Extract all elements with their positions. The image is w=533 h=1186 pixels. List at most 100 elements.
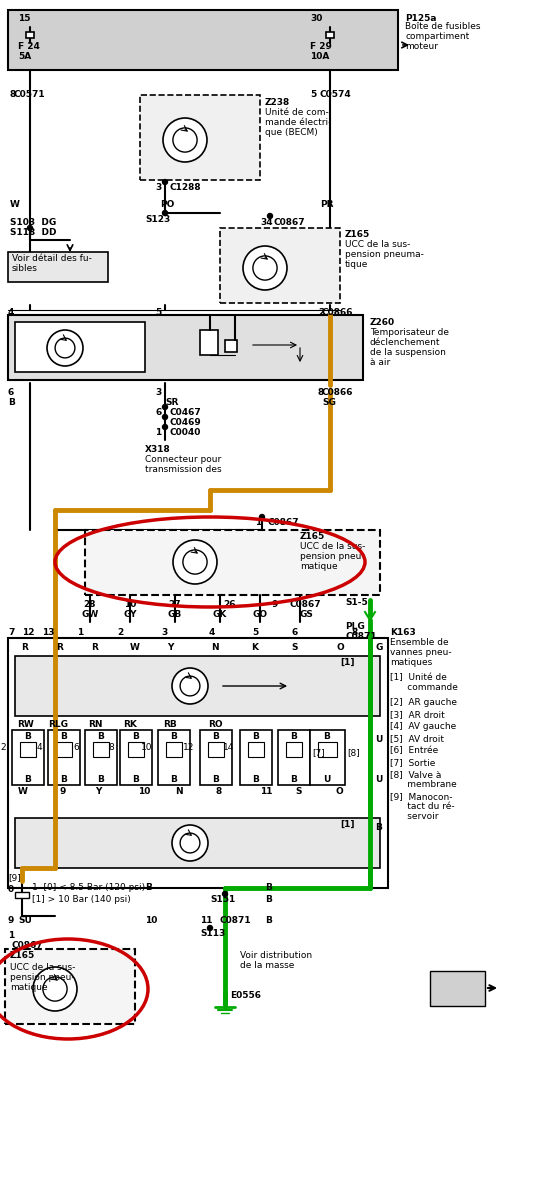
Text: transmission des: transmission des [145, 465, 222, 474]
Text: Voir distribution: Voir distribution [240, 951, 312, 959]
Bar [20, 742, 36, 757]
Text: 14: 14 [223, 744, 234, 752]
Text: F 24: F 24 [18, 42, 40, 51]
Circle shape [207, 925, 213, 931]
Text: R: R [56, 643, 63, 652]
Text: C1288: C1288 [170, 183, 201, 192]
Text: N: N [211, 643, 219, 652]
Text: B: B [25, 774, 31, 784]
Text: pension pneu-: pension pneu- [300, 551, 365, 561]
Text: S1-5: S1-5 [345, 598, 368, 607]
Text: 3: 3 [155, 183, 161, 192]
Text: Unité de com-: Unité de com- [265, 108, 329, 117]
Text: Boîte de fusibles: Boîte de fusibles [405, 23, 481, 31]
Text: GW: GW [82, 610, 99, 619]
Text: C0571: C0571 [14, 90, 46, 98]
Circle shape [243, 246, 287, 291]
Text: SR: SR [165, 398, 179, 407]
Text: 11: 11 [200, 916, 213, 925]
Text: Z165: Z165 [345, 230, 370, 240]
Bar [5, 949, 135, 1024]
Text: 5: 5 [252, 629, 258, 637]
Bar [15, 656, 380, 716]
Text: commande: commande [390, 683, 458, 691]
Text: GK: GK [213, 610, 227, 619]
Bar [8, 638, 388, 888]
Bar [200, 731, 232, 785]
Bar [318, 742, 337, 757]
Text: déclenchement: déclenchement [370, 338, 440, 347]
Text: [9]  Manocon-: [9] Manocon- [390, 792, 453, 801]
Text: S118  DD: S118 DD [10, 228, 56, 237]
Text: matique: matique [300, 562, 337, 570]
Bar [8, 9, 398, 70]
Text: N: N [175, 788, 183, 796]
Text: Z165: Z165 [10, 951, 35, 959]
Text: [1]: [1] [341, 820, 355, 829]
Bar [248, 742, 264, 757]
Text: P125a: P125a [405, 14, 437, 23]
Text: B: B [61, 774, 68, 784]
Text: 1  [0] < 8.5 Bar (120 psi): 1 [0] < 8.5 Bar (120 psi) [32, 884, 145, 892]
Text: 28: 28 [84, 600, 96, 608]
Text: B: B [98, 732, 104, 741]
Bar [158, 731, 190, 785]
Text: B: B [145, 884, 152, 892]
Text: [7]: [7] [312, 748, 325, 757]
Text: B: B [213, 774, 220, 784]
Text: 10A: 10A [310, 52, 329, 60]
Bar [12, 731, 44, 785]
Text: W: W [130, 643, 140, 652]
Text: UCC de la sus-: UCC de la sus- [10, 963, 75, 973]
Text: 3: 3 [155, 388, 161, 397]
Bar [120, 731, 152, 785]
Circle shape [163, 179, 167, 185]
Text: 15: 15 [18, 14, 30, 23]
Bar [240, 731, 272, 785]
Text: UCC de la sus-: UCC de la sus- [300, 542, 366, 551]
Text: Temporisateur de: Temporisateur de [370, 329, 449, 337]
Text: membrane: membrane [390, 780, 457, 789]
Text: K: K [252, 643, 259, 652]
Bar [93, 742, 109, 757]
Text: que (BECM): que (BECM) [265, 128, 318, 138]
Text: U: U [375, 735, 382, 744]
Text: 1: 1 [155, 428, 161, 436]
Text: U: U [375, 774, 382, 784]
Bar [278, 731, 310, 785]
Bar [208, 742, 224, 757]
Text: C0040: C0040 [170, 428, 201, 436]
Text: SU: SU [18, 916, 32, 925]
Text: B: B [290, 774, 297, 784]
Text: 6: 6 [292, 629, 298, 637]
Text: RK: RK [123, 720, 137, 729]
Text: tique: tique [345, 260, 368, 269]
Text: servoir: servoir [390, 812, 439, 821]
Text: 13: 13 [42, 629, 54, 637]
Text: 4: 4 [209, 629, 215, 637]
Text: 12: 12 [22, 629, 35, 637]
Text: B: B [98, 774, 104, 784]
Circle shape [163, 210, 167, 216]
Text: Y: Y [95, 788, 101, 796]
Text: U: U [324, 774, 330, 784]
Text: 5A: 5A [18, 52, 31, 60]
Text: GY: GY [123, 610, 137, 619]
Text: Z238: Z238 [265, 98, 290, 107]
Text: Z260: Z260 [370, 318, 395, 327]
Text: S: S [295, 788, 302, 796]
Text: sibles: sibles [12, 264, 38, 273]
Circle shape [33, 967, 77, 1010]
Text: S123: S123 [145, 215, 170, 224]
Bar [15, 892, 29, 898]
Text: E0556: E0556 [230, 991, 261, 1000]
Text: PR: PR [320, 200, 334, 209]
Text: RO: RO [208, 720, 222, 729]
Text: 5: 5 [310, 90, 316, 98]
Text: O: O [335, 788, 343, 796]
Text: RN: RN [88, 720, 102, 729]
Text: F 29: F 29 [310, 42, 332, 51]
Text: 0: 0 [8, 885, 14, 894]
Bar [15, 323, 145, 372]
Text: moteur: moteur [405, 42, 438, 51]
